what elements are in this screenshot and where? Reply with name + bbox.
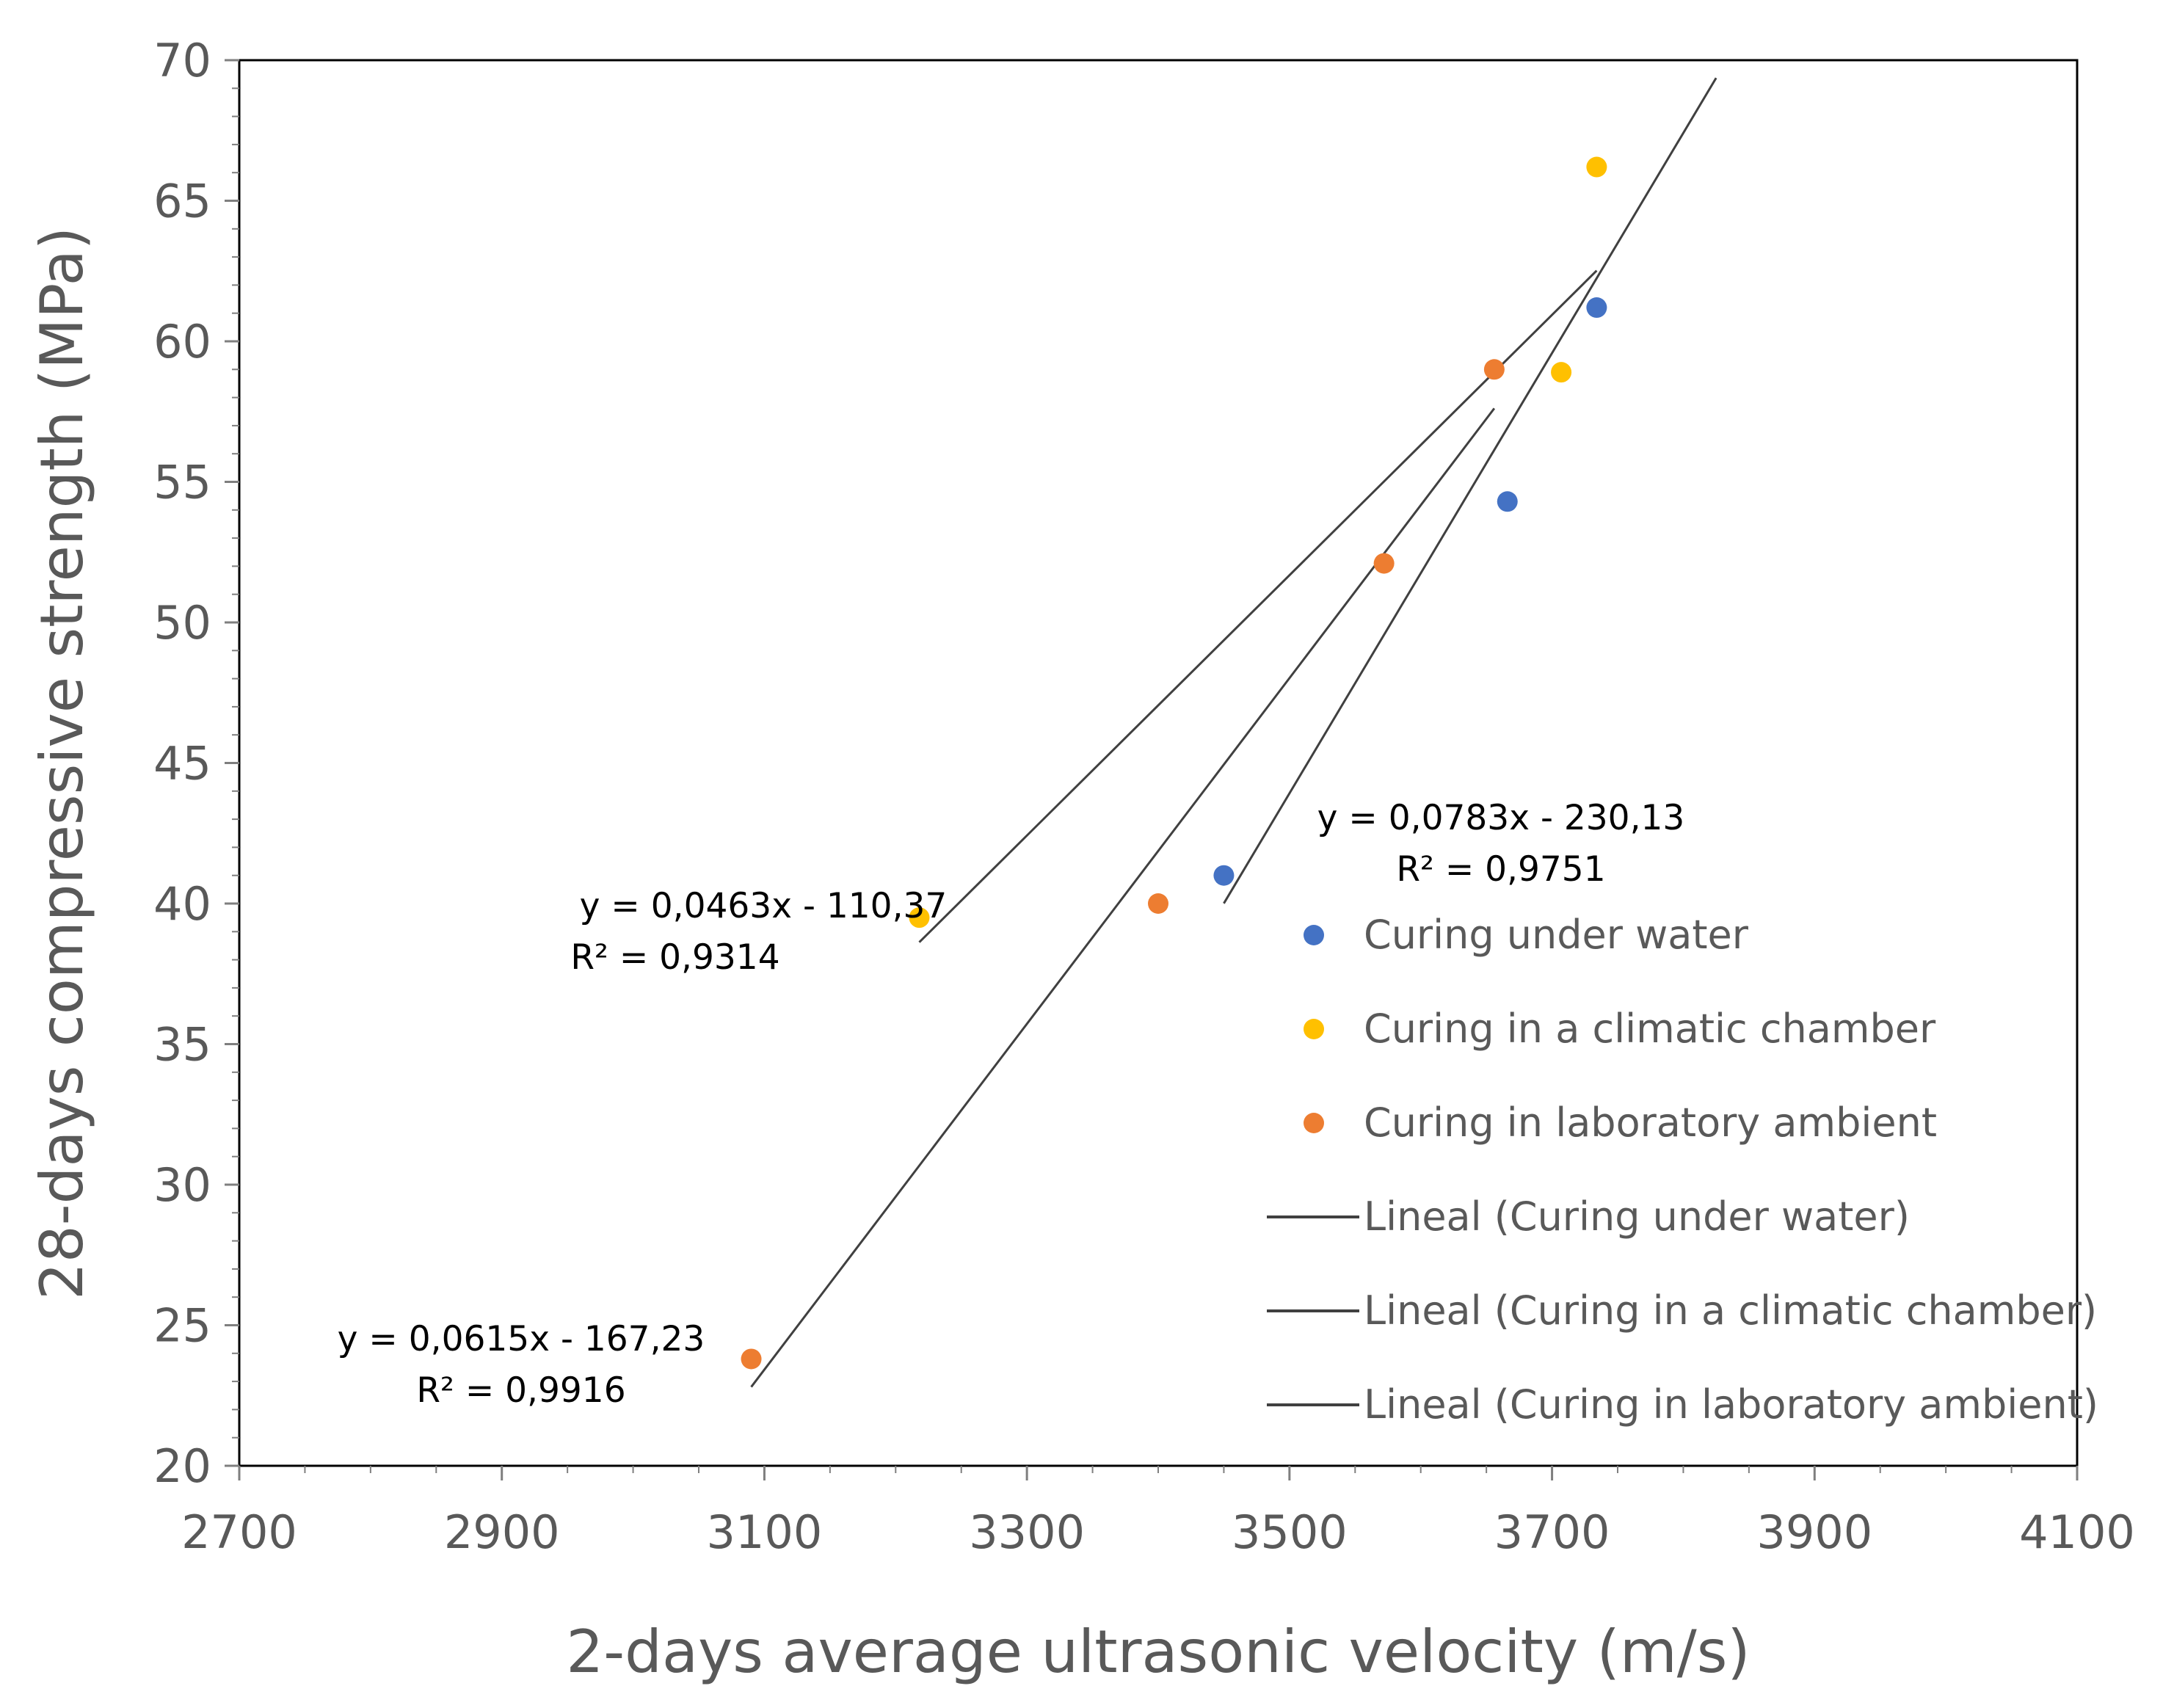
trendline-r-squared: R² = 0,9751 (1396, 849, 1605, 890)
data-point-series-1 (1586, 297, 1607, 319)
data-point-series-1 (1213, 865, 1235, 886)
x-tick-label: 3500 (1232, 1505, 1348, 1559)
y-tick-label: 65 (153, 175, 211, 228)
data-point-series-3 (1483, 359, 1505, 380)
data-point-series-3 (1373, 553, 1395, 574)
legend-label: Curing in laboratory ambient (1364, 1100, 1937, 1146)
data-points (741, 156, 1607, 1370)
legend-label: Lineal (Curing in laboratory ambient) (1364, 1381, 2098, 1428)
data-point-series-2 (909, 907, 930, 929)
trendline-equation: y = 0,0463x - 110,37 (580, 886, 948, 926)
trendline-2 (918, 269, 1598, 943)
trendline-3 (750, 407, 1496, 1388)
x-tick-label: 2700 (181, 1505, 297, 1559)
y-tick-label: 25 (153, 1299, 211, 1353)
data-point-series-2 (1551, 362, 1572, 383)
data-point-series-3 (741, 1348, 762, 1370)
legend-marker (1304, 925, 1324, 945)
y-tick-label: 30 (153, 1158, 211, 1212)
data-point-series-3 (1148, 893, 1168, 914)
legend-label: Curing under water (1364, 912, 1749, 958)
y-tick-label: 35 (153, 1018, 211, 1072)
trendline-r-squared: R² = 0,9314 (570, 937, 779, 978)
y-tick-label: 50 (153, 596, 211, 650)
legend-marker (1304, 1019, 1324, 1039)
x-axis-title: 2-days average ultrasonic velocity (m/s) (566, 1618, 1750, 1686)
x-tick-label: 4100 (2019, 1505, 2135, 1559)
legend-marker (1304, 1113, 1324, 1133)
legend-label: Curing in a climatic chamber (1364, 1006, 1936, 1052)
y-tick-label: 20 (153, 1439, 211, 1493)
x-tick-label: 3300 (969, 1505, 1085, 1559)
x-tick-label: 2900 (444, 1505, 560, 1559)
trendline-equation: y = 0,0783x - 230,13 (1317, 798, 1685, 838)
y-tick-label: 60 (153, 315, 211, 368)
y-axis-title: 28-days compressive strength (MPa) (28, 227, 96, 1300)
x-tick-label: 3700 (1494, 1505, 1610, 1559)
axes: 2700 2900 3100 3300 3500 3700 3900 4100 20 25 30 35… (153, 34, 2135, 1559)
data-point-series-2 (1586, 156, 1607, 178)
y-tick-label: 70 (153, 34, 211, 87)
y-tick-label: 55 (153, 456, 211, 509)
trendline-r-squared: R² = 0,9916 (416, 1370, 625, 1411)
x-tick-label: 3100 (707, 1505, 823, 1559)
plot-frame (238, 59, 2079, 1467)
legend-label: Lineal (Curing in a climatic chamber) (1364, 1287, 2097, 1334)
x-tick-label: 3900 (1756, 1505, 1872, 1559)
y-tick-label: 45 (153, 737, 211, 791)
trendline-1 (1223, 77, 1717, 904)
y-tick-label: 40 (153, 877, 211, 931)
trendline-equation: y = 0,0615x - 167,23 (338, 1319, 705, 1359)
legend: Curing under water Curing in a climatic c… (1267, 912, 2098, 1428)
trendlines (750, 77, 1717, 1388)
legend-label: Lineal (Curing under water) (1364, 1193, 1910, 1240)
data-point-series-1 (1497, 491, 1518, 512)
trendline-equations: y = 0,0783x - 230,13 R² = 0,9751 y = 0,046… (338, 798, 1685, 1411)
